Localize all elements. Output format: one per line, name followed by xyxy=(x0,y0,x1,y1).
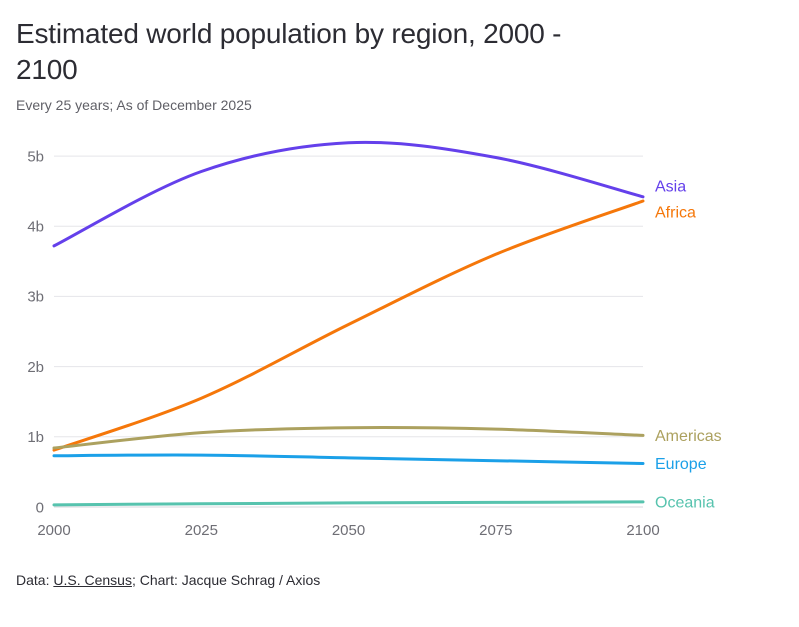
y-tick-label-3b: 3b xyxy=(27,289,44,306)
x-tick-label-2050: 2050 xyxy=(332,522,365,539)
x-tick-label-2025: 2025 xyxy=(185,522,218,539)
chart-subtitle: Every 25 years; As of December 2025 xyxy=(16,97,252,114)
population-line-chart: 0 1b 2b 3b 4b 5b 2000 2025 2050 2075 2100 Asia Afric… xyxy=(16,117,783,552)
source-link[interactable]: U.S. Census xyxy=(53,572,132,589)
y-tick-label-2b: 2b xyxy=(27,359,44,376)
series-line-americas xyxy=(52,426,645,450)
x-tick-label-2100: 2100 xyxy=(626,522,659,539)
series-line-asia xyxy=(52,140,645,248)
y-tick-label-1b: 1b xyxy=(27,429,44,446)
footer-credit-suffix: ; Chart: Jacque Schrag / Axios xyxy=(131,572,321,589)
x-tick-label-2075: 2075 xyxy=(479,522,512,539)
chart-title: Estimated world population by region, 20… xyxy=(16,18,562,85)
series-line-europe xyxy=(52,453,645,466)
y-tick-label-4b: 4b xyxy=(27,219,44,236)
footer-data-prefix: Data: xyxy=(16,572,54,589)
series-label-oceania: Oceania xyxy=(655,495,715,512)
series-label-americas: Americas xyxy=(655,428,722,445)
chart-footer: Data: U.S. Census; Chart: Jacque Schrag … xyxy=(16,572,783,588)
series-line-africa xyxy=(52,199,645,452)
y-tick-label-5b: 5b xyxy=(27,148,44,165)
series-line-oceania xyxy=(52,500,645,507)
y-tick-label-0: 0 xyxy=(36,499,44,516)
population-line-chart-svg: 0 1b 2b 3b 4b 5b 2000 2025 2050 2075 2100 Asia Afric… xyxy=(27,140,722,539)
axios-chart-card: Estimated world population by region, 20… xyxy=(16,18,783,588)
series-label-africa: Africa xyxy=(655,205,696,222)
series-label-europe: Europe xyxy=(655,456,707,473)
x-tick-label-2000: 2000 xyxy=(37,522,70,539)
series-label-asia: Asia xyxy=(655,179,686,196)
